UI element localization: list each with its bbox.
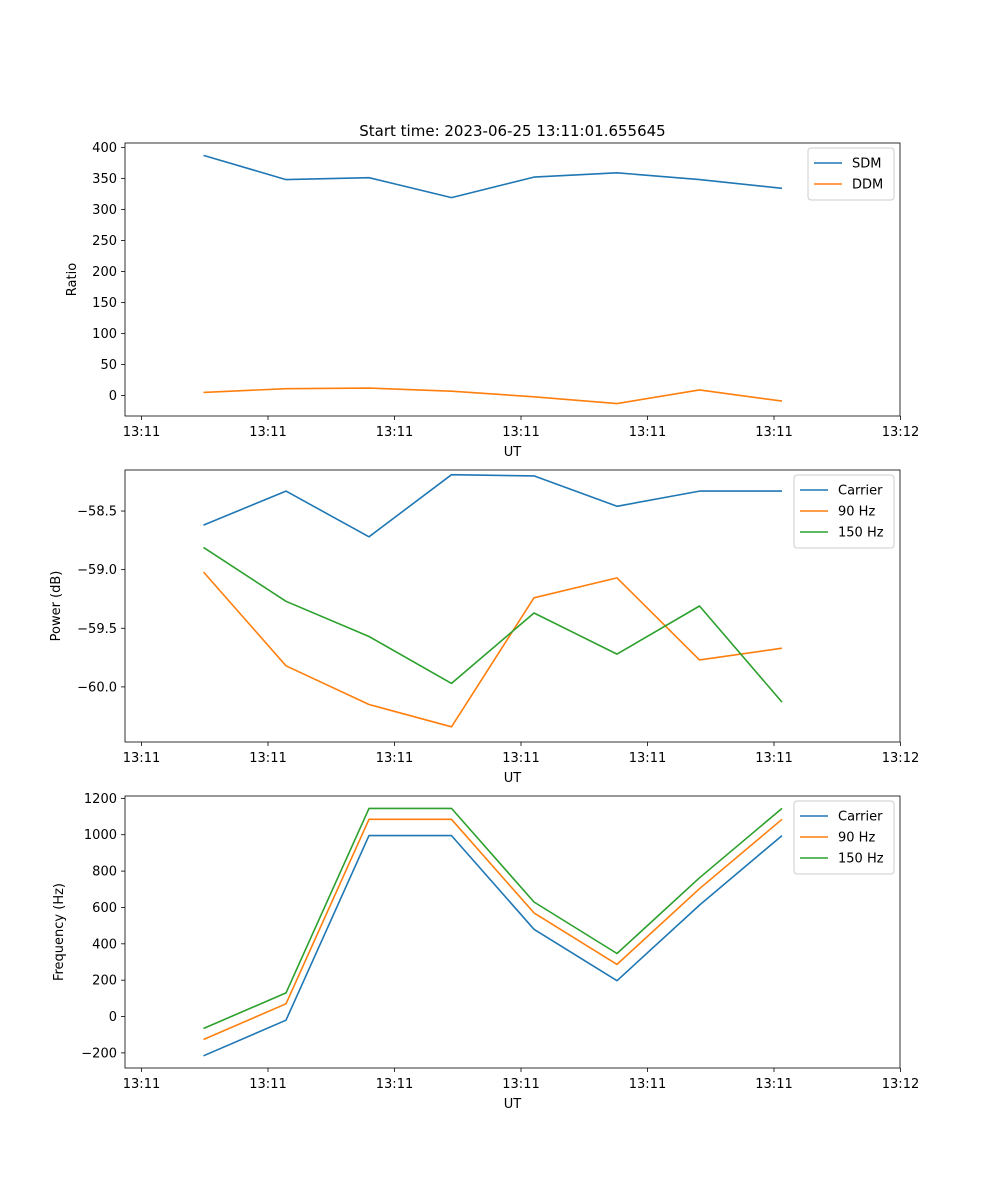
y-tick-label: −58.5: [77, 505, 117, 520]
legend-label: 150 Hz: [838, 526, 884, 541]
series-line-150-hz: [203, 546, 783, 703]
x-axis-label: UT: [504, 1097, 522, 1112]
y-tick-label: −59.0: [77, 563, 117, 578]
x-tick-label: 13:11: [755, 751, 792, 766]
y-tick-label: −59.5: [77, 622, 117, 637]
legend: Carrier 90 Hz 150 Hz: [793, 800, 895, 875]
y-tick-label: 100: [92, 327, 117, 342]
series-line-carrier: [203, 834, 783, 1057]
x-tick-label: 13:11: [123, 425, 160, 440]
y-tick-label: 200: [92, 265, 117, 280]
series-line-sdm: [203, 154, 783, 199]
legend-label: 90 Hz: [838, 505, 875, 520]
series-line-ddm: [203, 387, 783, 405]
series-line-90-hz: [202, 571, 783, 728]
axes-frame: [124, 469, 901, 743]
x-tick-label: 13:11: [502, 751, 539, 766]
legend-label: SDM: [852, 157, 881, 172]
axes-frame: [124, 795, 901, 1069]
y-tick-label: 350: [92, 172, 117, 187]
x-tick-label: 13:11: [376, 425, 413, 440]
x-tick-label: 13:11: [629, 1077, 666, 1092]
legend: SDM DDM: [807, 147, 895, 201]
x-tick-label: 13:11: [376, 1077, 413, 1092]
series-line-90-hz: [203, 818, 783, 1041]
y-tick-label: 0: [109, 389, 117, 404]
series-line-150-hz: [203, 807, 783, 1030]
y-tick-label: 1000: [84, 828, 117, 843]
x-tick-label: 13:11: [755, 1077, 792, 1092]
x-tick-label: 13:11: [502, 1077, 539, 1092]
subplot-1: Start time: 2023-06-25 13:11:01.655645 13…: [65, 122, 919, 460]
legend-box: [807, 147, 895, 201]
x-tick-label: 13:12: [882, 425, 919, 440]
legend-label: 150 Hz: [838, 852, 884, 867]
legend-label: Carrier: [838, 810, 883, 825]
subplot-2: 13:11 13:11 13:11 13:11 13:11 13:11 13:12 UT −60…: [49, 469, 919, 786]
y-axis-label: Power (dB): [49, 571, 64, 642]
y-tick-label: 50: [100, 358, 117, 373]
y-tick-label: 250: [92, 234, 117, 249]
x-tick-label: 13:11: [502, 425, 539, 440]
x-tick-label: 13:11: [249, 425, 286, 440]
legend-box: [793, 800, 895, 875]
x-tick-label: 13:11: [376, 751, 413, 766]
y-tick-label: 600: [92, 901, 117, 916]
y-tick-label: 1200: [84, 792, 117, 807]
legend: Carrier 90 Hz 150 Hz: [793, 474, 895, 549]
x-tick-label: 13:11: [123, 751, 160, 766]
x-tick-label: 13:11: [629, 751, 666, 766]
x-tick-label: 13:11: [249, 751, 286, 766]
x-tick-label: 13:11: [629, 425, 666, 440]
chart-title: Start time: 2023-06-25 13:11:01.655645: [359, 122, 665, 140]
y-tick-label: 400: [92, 141, 117, 156]
y-tick-label: 800: [92, 865, 117, 880]
y-tick-label: 300: [92, 203, 117, 218]
y-axis-label: Frequency (Hz): [52, 883, 67, 981]
x-axis-label: UT: [504, 445, 522, 460]
y-axis-label: Ratio: [65, 263, 80, 296]
x-tick-label: 13:11: [123, 1077, 160, 1092]
y-tick-label: 0: [109, 1010, 117, 1025]
x-tick-label: 13:12: [882, 751, 919, 766]
legend-label: 90 Hz: [838, 831, 875, 846]
subplot-3: 13:11 13:11 13:11 13:11 13:11 13:11 13:12 UT −20…: [52, 792, 919, 1112]
x-tick-label: 13:12: [882, 1077, 919, 1092]
x-axis-label: UT: [504, 771, 522, 786]
x-tick-label: 13:11: [755, 425, 792, 440]
series-line-carrier: [203, 473, 782, 538]
y-tick-label: 200: [92, 974, 117, 989]
y-tick-label: 400: [92, 937, 117, 952]
axes-frame: [124, 142, 901, 417]
legend-label: DDM: [852, 178, 883, 193]
y-tick-label: −60.0: [77, 680, 117, 695]
y-tick-label: 150: [92, 296, 117, 311]
legend-box: [793, 474, 895, 549]
y-tick-label: −200: [81, 1046, 117, 1061]
x-tick-label: 13:11: [249, 1077, 286, 1092]
legend-label: Carrier: [838, 484, 883, 499]
